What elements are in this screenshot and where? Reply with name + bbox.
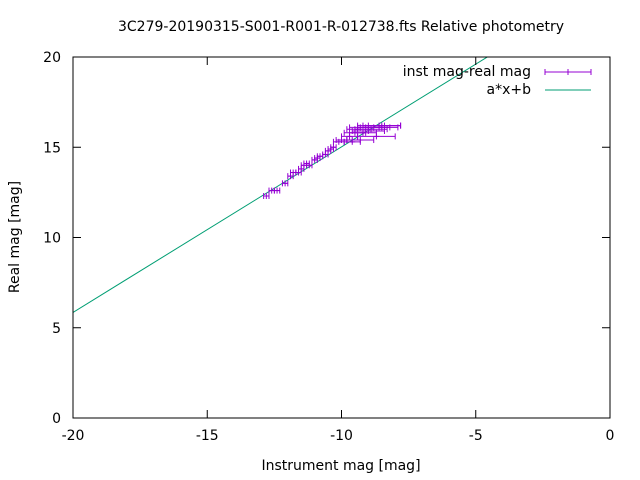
x-tick-label: -20 [62,428,85,444]
x-tick-label: -5 [469,428,483,444]
legend-label-fit: a*x+b [487,82,532,98]
data-point [289,169,297,176]
y-tick-label: 20 [43,50,61,66]
y-tick-label: 5 [52,321,61,337]
x-tick-label: 0 [606,428,615,444]
legend: inst mag-real mag a*x+b [403,64,592,98]
data-points-layer [263,122,402,199]
legend-sample-inst-mag [544,69,592,75]
data-point [306,162,313,169]
data-point [346,137,375,144]
axis-ticks: -20 -15 -10 -5 0 0 5 10 15 20 [43,50,614,444]
data-point [263,192,270,199]
y-axis-label: Real mag [mag] [7,181,23,293]
fit-line [73,57,489,313]
data-point [273,187,281,194]
data-point [316,153,324,160]
y-tick-label: 10 [43,231,61,247]
x-tick-label: -10 [330,428,353,444]
plot-frame [72,56,611,419]
y-tick-label: 15 [43,140,61,156]
x-axis-label: Instrument mag [mag] [261,458,420,474]
data-point [357,133,396,140]
fit-line-layer [73,57,489,313]
legend-label-inst-mag: inst mag-real mag [403,64,531,80]
data-point [281,180,289,187]
chart-title: 3C279-20190315-S001-R001-R-012738.fts Re… [118,19,564,35]
x-tick-label: -15 [196,428,219,444]
y-tick-label: 0 [52,411,61,427]
data-point [330,144,337,151]
data-point [357,122,402,129]
